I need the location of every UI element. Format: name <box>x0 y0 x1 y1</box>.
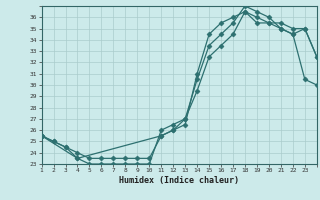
X-axis label: Humidex (Indice chaleur): Humidex (Indice chaleur) <box>119 176 239 185</box>
